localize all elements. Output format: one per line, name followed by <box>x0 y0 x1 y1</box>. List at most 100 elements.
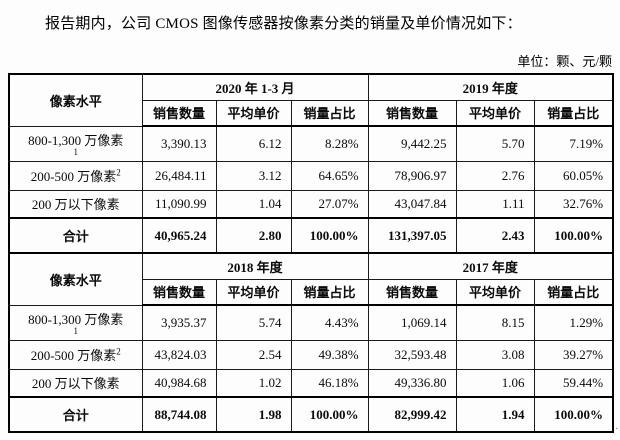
column-header-row: 销售数量 平均单价 销量占比 销售数量 平均单价 销量占比 <box>9 278 614 306</box>
cell-sales-share: 100.00% <box>290 396 369 433</box>
cell-sales-qty: 32,593.48 <box>367 339 457 370</box>
cell-avg-price: 6.12 <box>215 125 292 162</box>
cell-sales-share: 100.00% <box>290 217 369 254</box>
cell-sales-share: 1.29% <box>533 304 614 341</box>
cell-avg-price: 3.12 <box>215 160 292 191</box>
col-header-sales-share: 销量占比 <box>533 99 614 127</box>
cell-sales-qty: 40,965.24 <box>141 217 217 254</box>
period-header-2019: 2019 年度 <box>367 73 614 101</box>
period-header-2020: 2020 年 1-3 月 <box>141 73 369 101</box>
cell-sales-share: 46.18% <box>290 368 369 398</box>
cell-sales-share: 7.19% <box>533 125 614 162</box>
cell-sales-qty: 9,442.25 <box>367 125 457 162</box>
cell-avg-price: 1.94 <box>455 396 535 433</box>
cell-sales-qty: 43,824.03 <box>141 339 217 370</box>
cell-sales-share: 49.38% <box>290 339 369 370</box>
footnote-marker: 2 <box>116 167 121 178</box>
col-header-sales-share: 销量占比 <box>290 99 369 127</box>
period-header-2018: 2018 年度 <box>141 252 369 280</box>
cell-avg-price: 5.74 <box>215 304 292 341</box>
row-label: 200-500 万像素2 <box>8 160 143 191</box>
table-row: 200-500 万像素2 43,824.03 2.54 49.38% 32,59… <box>8 339 614 370</box>
period-header-row: 像素水平 2020 年 1-3 月 2019 年度 <box>8 73 614 127</box>
col-header-avg-price: 平均单价 <box>215 278 292 306</box>
cell-avg-price: 1.04 <box>215 189 292 219</box>
cell-sales-share: 60.05% <box>533 160 614 191</box>
col-header-sales-share: 销量占比 <box>290 278 369 306</box>
col-header-avg-price: 平均单价 <box>215 99 292 127</box>
cell-sales-share: 4.43% <box>290 304 369 341</box>
footnote-marker: 1 <box>73 325 79 336</box>
cell-avg-price: 5.70 <box>455 125 535 162</box>
col-header-sales-qty: 销售数量 <box>141 99 217 127</box>
cell-avg-price: 1.02 <box>215 368 292 398</box>
total-row: 合计 88,744.08 1.98 100.00% 82,999.42 1.94… <box>8 396 614 433</box>
report-title: 报告期内，公司 CMOS 图像传感器按像素分类的销量及单价情况如下： <box>45 16 522 32</box>
row-label: 800-1,300 万像素 1 <box>8 304 143 341</box>
cell-sales-qty: 78,906.97 <box>367 160 457 191</box>
footnote-marker: 1 <box>73 146 79 157</box>
unit-label: 单位：颗、元/颗 <box>517 54 612 69</box>
row-label-text: 200-500 万像素 <box>30 169 117 184</box>
cell-avg-price: 2.80 <box>215 217 292 254</box>
cell-sales-qty: 49,336.80 <box>367 368 457 398</box>
cell-sales-qty: 88,744.08 <box>141 396 217 433</box>
cell-sales-share: 100.00% <box>533 396 614 433</box>
cell-sales-share: 59.44% <box>533 368 614 398</box>
col-header-sales-share: 销量占比 <box>533 278 614 306</box>
table-section-2018-2017: 像素水平 2018 年度 2017 年度 销售数量 平均单价 销量占比 销售数量… <box>8 252 614 433</box>
pixel-level-header: 像素水平 <box>8 73 143 127</box>
period-header-row: 像素水平 2018 年度 2017 年度 <box>8 252 614 306</box>
pixel-level-header: 像素水平 <box>8 252 143 306</box>
col-header-sales-qty: 销售数量 <box>141 278 217 306</box>
period-header-2017: 2017 年度 <box>367 252 614 280</box>
cell-sales-qty: 82,999.42 <box>367 396 457 433</box>
cell-sales-qty: 11,090.99 <box>141 189 217 219</box>
cell-sales-qty: 3,390.13 <box>141 125 217 162</box>
col-header-sales-qty: 销售数量 <box>367 278 457 306</box>
row-label-text: 800-1,300 万像素 <box>28 132 124 148</box>
table-row: 800-1,300 万像素 1 3,390.13 6.12 8.28% 9,44… <box>8 125 614 162</box>
cell-avg-price: 3.08 <box>455 339 535 370</box>
row-label: 200 万以下像素 <box>8 189 143 219</box>
row-label: 合计 <box>8 217 143 254</box>
cell-sales-qty: 1,069.14 <box>367 304 457 341</box>
cell-sales-share: 64.65% <box>290 160 369 191</box>
cell-sales-share: 27.07% <box>290 189 369 219</box>
cell-avg-price: 1.11 <box>455 189 535 219</box>
table-section-2020-2019: 像素水平 2020 年 1-3 月 2019 年度 销售数量 平均单价 销量占比… <box>8 73 614 254</box>
table-row: 200-500 万像素2 26,484.11 3.12 64.65% 78,90… <box>8 160 614 191</box>
row-label: 800-1,300 万像素 1 <box>8 125 143 162</box>
cell-avg-price: 2.43 <box>455 217 535 254</box>
cell-sales-qty: 43,047.84 <box>367 189 457 219</box>
column-header-row: 销售数量 平均单价 销量占比 销售数量 平均单价 销量占比 <box>9 99 614 127</box>
table-row: 200 万以下像素 40,984.68 1.02 46.18% 49,336.8… <box>8 368 614 398</box>
cell-avg-price: 1.98 <box>215 396 292 433</box>
row-label-text: 200-500 万像素 <box>30 348 117 363</box>
stray-period-mark: . <box>615 420 618 432</box>
cell-avg-price: 2.76 <box>455 160 535 191</box>
cell-sales-share: 8.28% <box>290 125 369 162</box>
col-header-avg-price: 平均单价 <box>455 278 535 306</box>
col-header-sales-qty: 销售数量 <box>367 99 457 127</box>
row-label: 200-500 万像素2 <box>8 339 143 370</box>
row-label-text: 800-1,300 万像素 <box>28 311 124 327</box>
cell-avg-price: 8.15 <box>455 304 535 341</box>
cell-avg-price: 2.54 <box>215 339 292 370</box>
row-label: 200 万以下像素 <box>8 368 143 398</box>
row-label: 合计 <box>8 396 143 433</box>
col-header-avg-price: 平均单价 <box>455 99 535 127</box>
cell-sales-share: 100.00% <box>533 217 614 254</box>
cell-sales-qty: 3,935.37 <box>141 304 217 341</box>
cell-sales-qty: 131,397.05 <box>367 217 457 254</box>
cell-sales-qty: 40,984.68 <box>141 368 217 398</box>
cell-sales-qty: 26,484.11 <box>141 160 217 191</box>
sensor-sales-table: 像素水平 2020 年 1-3 月 2019 年度 销售数量 平均单价 销量占比… <box>8 73 615 433</box>
total-row: 合计 40,965.24 2.80 100.00% 131,397.05 2.4… <box>8 217 614 254</box>
footnote-marker: 2 <box>116 346 121 357</box>
table-row: 200 万以下像素 11,090.99 1.04 27.07% 43,047.8… <box>8 189 614 219</box>
cell-sales-share: 39.27% <box>533 339 614 370</box>
cell-avg-price: 1.06 <box>455 368 535 398</box>
table-row: 800-1,300 万像素 1 3,935.37 5.74 4.43% 1,06… <box>8 304 614 341</box>
